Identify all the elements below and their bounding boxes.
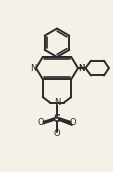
Text: S: S: [53, 114, 60, 124]
Text: N: N: [53, 98, 60, 107]
Text: O: O: [69, 118, 76, 127]
Text: N: N: [77, 64, 84, 73]
Text: N: N: [77, 64, 84, 73]
Text: O: O: [37, 118, 44, 127]
Text: N: N: [29, 64, 36, 73]
Text: O: O: [53, 129, 60, 138]
